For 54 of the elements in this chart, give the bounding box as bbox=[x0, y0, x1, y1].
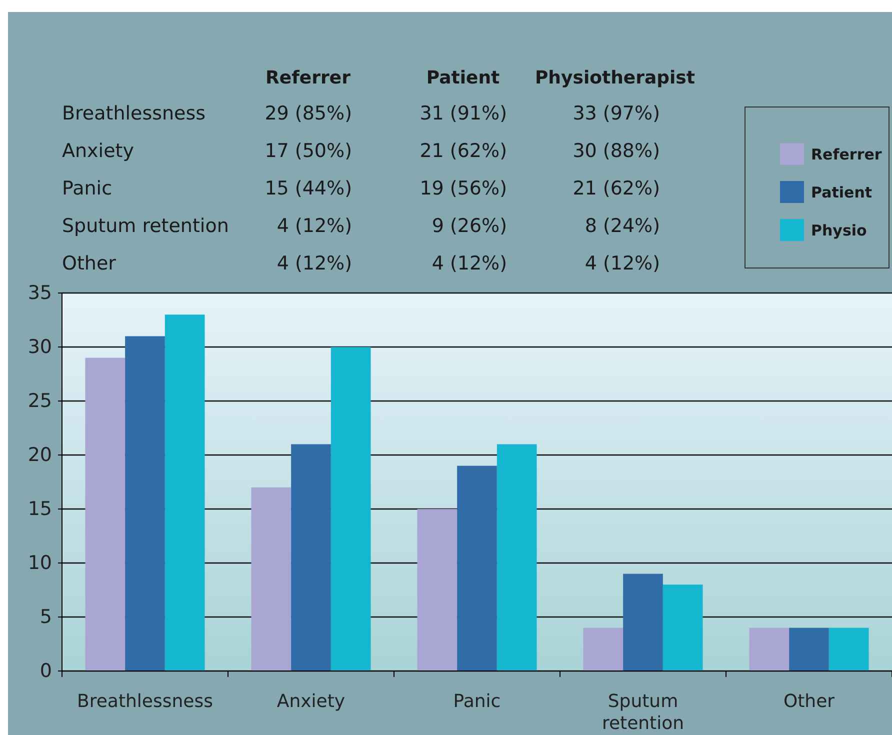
y-tick-label: 5 bbox=[40, 606, 52, 628]
category-label: Panic bbox=[62, 178, 112, 200]
category-label: Physiotherapist bbox=[534, 67, 696, 88]
x-tick-label: Sputum retention bbox=[602, 691, 684, 734]
text: 21 (62%) bbox=[572, 178, 660, 200]
y-tick-label: 35 bbox=[28, 282, 52, 304]
y-tick-label: 0 bbox=[40, 660, 52, 682]
bar bbox=[291, 444, 331, 671]
bar bbox=[251, 487, 292, 671]
bar bbox=[457, 466, 497, 671]
text: 4 (12%) bbox=[276, 252, 352, 275]
text: 4 (12%) bbox=[276, 215, 352, 238]
text: 9 (26%) bbox=[432, 215, 507, 238]
category-label: Other bbox=[62, 252, 116, 275]
bar bbox=[417, 509, 458, 671]
y-tick-label: 25 bbox=[28, 390, 52, 412]
legend-label: Physio bbox=[811, 221, 867, 240]
category-label: Patient bbox=[426, 67, 500, 88]
category-label: Breathlessness bbox=[62, 102, 206, 125]
bar bbox=[789, 628, 829, 671]
y-tick-label: 20 bbox=[28, 444, 52, 466]
text: 4 (12%) bbox=[432, 252, 507, 275]
text: 19 (56%) bbox=[420, 178, 507, 200]
x-tick-label: Panic bbox=[453, 691, 501, 712]
y-tick-label: 30 bbox=[28, 336, 52, 358]
text: 30 (88%) bbox=[572, 140, 660, 162]
bar bbox=[85, 358, 126, 671]
text: 33 (97%) bbox=[572, 102, 660, 125]
text: 4 (12%) bbox=[584, 252, 660, 275]
x-tick-label: Breathlessness bbox=[77, 691, 213, 712]
bar bbox=[583, 628, 624, 671]
text: 31 (91%) bbox=[420, 102, 507, 125]
x-tick-label: Anxiety bbox=[276, 691, 346, 712]
bar bbox=[662, 584, 703, 671]
bar bbox=[496, 444, 537, 671]
text: 15 (44%) bbox=[264, 178, 352, 200]
category-label: Sputum retention bbox=[62, 215, 229, 238]
text: 17 (50%) bbox=[264, 140, 352, 162]
text: 21 (62%) bbox=[420, 140, 507, 162]
y-tick-label: 10 bbox=[28, 552, 52, 574]
category-label: Anxiety bbox=[62, 140, 134, 162]
bar bbox=[330, 347, 371, 671]
bar bbox=[164, 314, 205, 671]
bar bbox=[125, 336, 165, 671]
text: 29 (85%) bbox=[264, 102, 352, 125]
legend-label: Referrer bbox=[811, 145, 882, 164]
category-label: Referrer bbox=[266, 67, 351, 88]
text: 8 (24%) bbox=[584, 215, 660, 238]
bar bbox=[623, 574, 663, 671]
legend-label: Patient bbox=[811, 183, 872, 202]
y-tick-label: 15 bbox=[28, 498, 52, 520]
bar bbox=[749, 628, 790, 671]
bar bbox=[828, 628, 869, 671]
x-tick-label: Other bbox=[783, 691, 836, 712]
